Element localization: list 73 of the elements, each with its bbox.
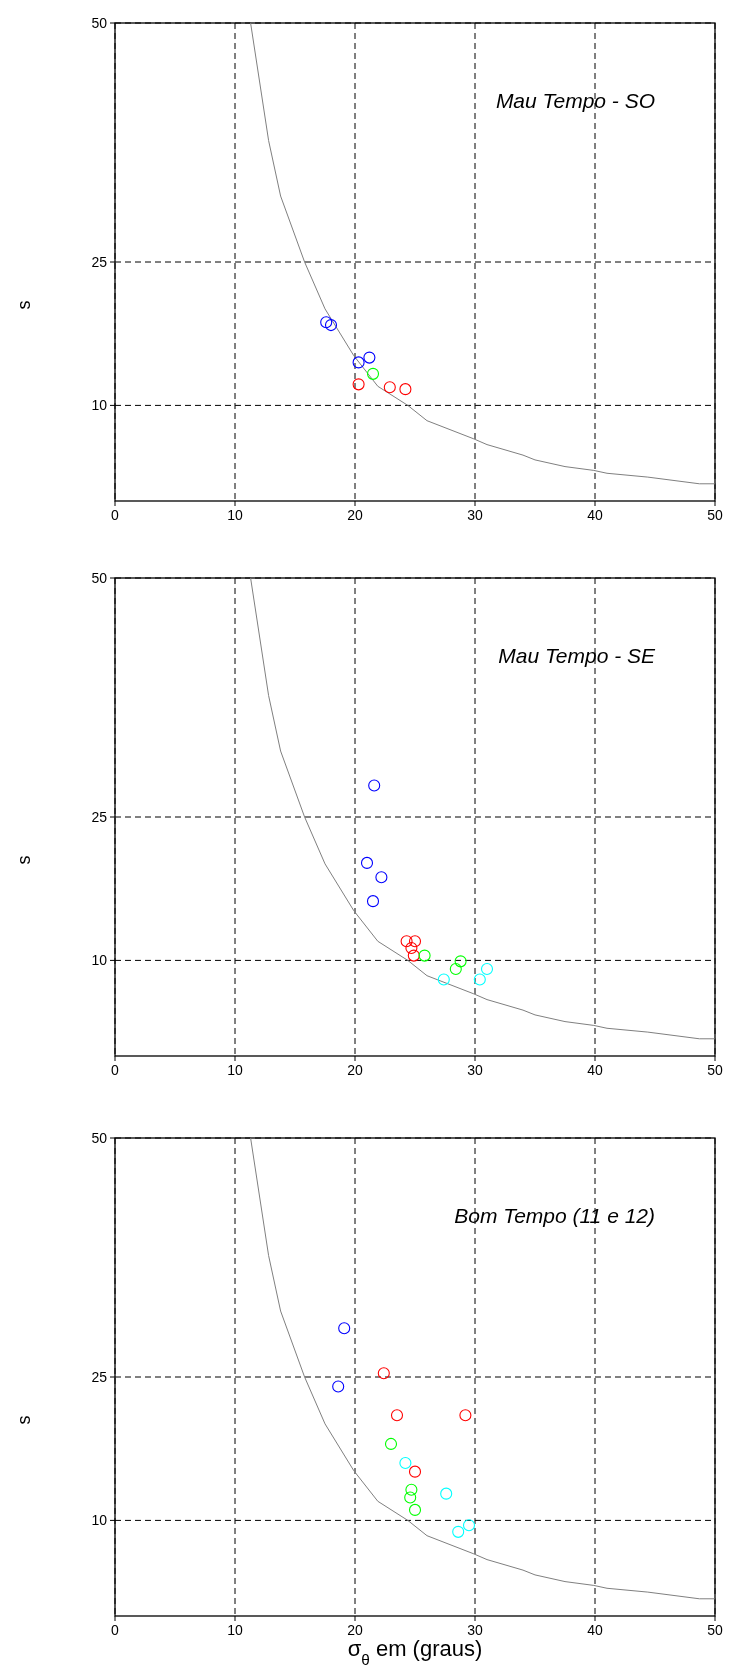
- point: [366, 367, 380, 380]
- y-tick-label: 25: [91, 808, 108, 825]
- point: [363, 351, 376, 364]
- x-tick-label: 30: [467, 1622, 483, 1638]
- point: [375, 871, 388, 884]
- point: [462, 1519, 476, 1532]
- point: [352, 378, 365, 391]
- x-tick-label: 30: [467, 1062, 483, 1078]
- x-tick-label: 0: [111, 1622, 120, 1638]
- y-tick-label: 50: [91, 1129, 108, 1146]
- x-tick-label: 20: [347, 1062, 363, 1078]
- point: [384, 1437, 398, 1450]
- x-tick-label: 40: [587, 507, 603, 523]
- y-tick-label: 50: [91, 569, 108, 586]
- y-tick-label: 25: [91, 253, 108, 270]
- point: [405, 1483, 418, 1496]
- x-tick-label: 50: [707, 1062, 723, 1078]
- point: [405, 941, 418, 955]
- x-tick-label: 50: [707, 1622, 723, 1638]
- point: [338, 1322, 351, 1335]
- y-axis-title: s: [14, 300, 34, 310]
- point: [324, 319, 338, 332]
- point: [320, 316, 333, 329]
- line-series: [250, 1137, 716, 1600]
- text: Mau Tempo - SO: [495, 89, 655, 112]
- point: [480, 962, 494, 976]
- point: [399, 1456, 412, 1470]
- y-axis-title: s: [14, 1415, 34, 1425]
- point: [408, 1503, 422, 1516]
- y-tick-label: 50: [91, 14, 108, 31]
- y-tick-label: 10: [91, 1512, 108, 1529]
- text: Mau Tempo - SE: [498, 644, 656, 667]
- point: [352, 356, 365, 369]
- line-series: [250, 22, 716, 485]
- x-tick-label: 10: [227, 1622, 243, 1638]
- point: [459, 1409, 472, 1422]
- line-series: [250, 577, 716, 1040]
- y-tick-label: 10: [91, 952, 108, 969]
- point: [452, 1525, 465, 1538]
- y-axis-title: s: [14, 855, 34, 865]
- y-tick-label: 25: [91, 1368, 108, 1385]
- point: [473, 973, 486, 986]
- point: [454, 955, 467, 968]
- y-tick-label: 10: [91, 397, 108, 414]
- point: [418, 949, 431, 962]
- text: Bom Tempo (11 e 12): [454, 1204, 655, 1227]
- point: [360, 856, 374, 869]
- x-tick-label: 0: [111, 1062, 120, 1078]
- point: [407, 949, 420, 962]
- point: [390, 1409, 404, 1422]
- point: [377, 1367, 390, 1380]
- point: [404, 1491, 417, 1504]
- point: [440, 1487, 453, 1500]
- x-tick-label: 10: [227, 507, 243, 523]
- x-tick-label: 50: [707, 507, 723, 523]
- point: [332, 1380, 345, 1393]
- x-tick-label: 20: [347, 507, 363, 523]
- point: [368, 779, 381, 792]
- x-tick-label: 40: [587, 1622, 603, 1638]
- point: [400, 935, 413, 948]
- x-tick-label: 40: [587, 1062, 603, 1078]
- x-tick-label: 10: [227, 1062, 243, 1078]
- point: [408, 1465, 422, 1478]
- point: [366, 895, 380, 908]
- x-tick-label: 30: [467, 507, 483, 523]
- x-axis-title: σ$_{θ}$ em (graus): [347, 1636, 483, 1668]
- point: [383, 381, 396, 394]
- point: [399, 383, 412, 396]
- x-tick-label: 0: [111, 507, 120, 523]
- x-tick-label: 20: [347, 1622, 363, 1638]
- point: [449, 962, 462, 976]
- point: [437, 973, 450, 986]
- point: [408, 935, 422, 948]
